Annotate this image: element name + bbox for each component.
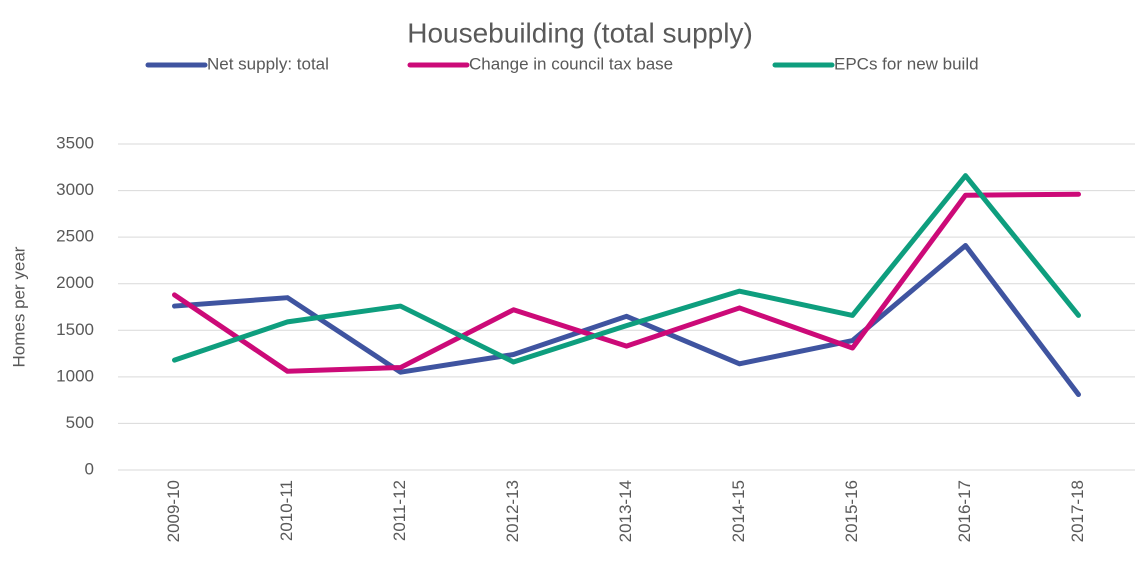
x-tick-label: 2012-13 [503, 480, 522, 542]
y-tick-label: 1000 [56, 366, 94, 385]
y-tick-label: 2000 [56, 273, 94, 292]
y-tick-label: 3500 [56, 133, 94, 152]
series-line [172, 243, 1081, 398]
x-tick-label: 2016-17 [955, 480, 974, 542]
legend-label: EPCs for new build [834, 54, 979, 73]
x-tick-label: 2013-14 [616, 480, 635, 542]
x-tick-label: 2014-15 [729, 480, 748, 542]
chart-title: Housebuilding (total supply) [407, 17, 753, 48]
series-line [172, 191, 1081, 374]
x-tick-label: 2011-12 [390, 480, 409, 541]
x-tick-label: 2015-16 [842, 480, 861, 542]
x-tick-label: 2017-18 [1068, 480, 1087, 542]
y-tick-label: 2500 [56, 227, 94, 246]
y-tick-label: 0 [85, 459, 94, 478]
y-axis-label: Homes per year [9, 246, 28, 367]
legend-label: Change in council tax base [469, 54, 673, 73]
y-tick-label: 500 [66, 413, 94, 432]
x-tick-label: 2010-11 [277, 480, 296, 541]
y-tick-label: 1500 [56, 320, 94, 339]
legend-label: Net supply: total [207, 54, 329, 73]
x-tick-label: 2009-10 [164, 480, 183, 542]
y-tick-label: 3000 [56, 180, 94, 199]
series-line [172, 173, 1081, 365]
